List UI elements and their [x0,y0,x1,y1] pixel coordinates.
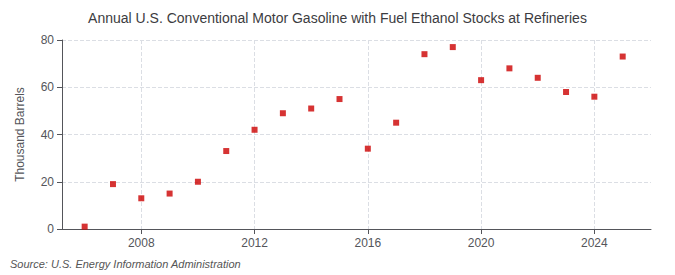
svg-text:2008: 2008 [128,236,155,250]
svg-text:80: 80 [41,33,55,47]
svg-text:Annual U.S. Conventional Motor: Annual U.S. Conventional Motor Gasoline … [88,10,587,26]
svg-text:2024: 2024 [581,236,608,250]
svg-text:2016: 2016 [354,236,381,250]
svg-text:40: 40 [41,128,55,142]
svg-text:20: 20 [41,175,55,189]
svg-text:2012: 2012 [241,236,268,250]
svg-text:Thousand Barrels: Thousand Barrels [13,87,27,182]
svg-text:Source: U.S. Energy Informatio: Source: U.S. Energy Information Administ… [10,258,241,270]
svg-text:2020: 2020 [468,236,495,250]
svg-text:60: 60 [41,80,55,94]
svg-text:0: 0 [47,222,54,236]
